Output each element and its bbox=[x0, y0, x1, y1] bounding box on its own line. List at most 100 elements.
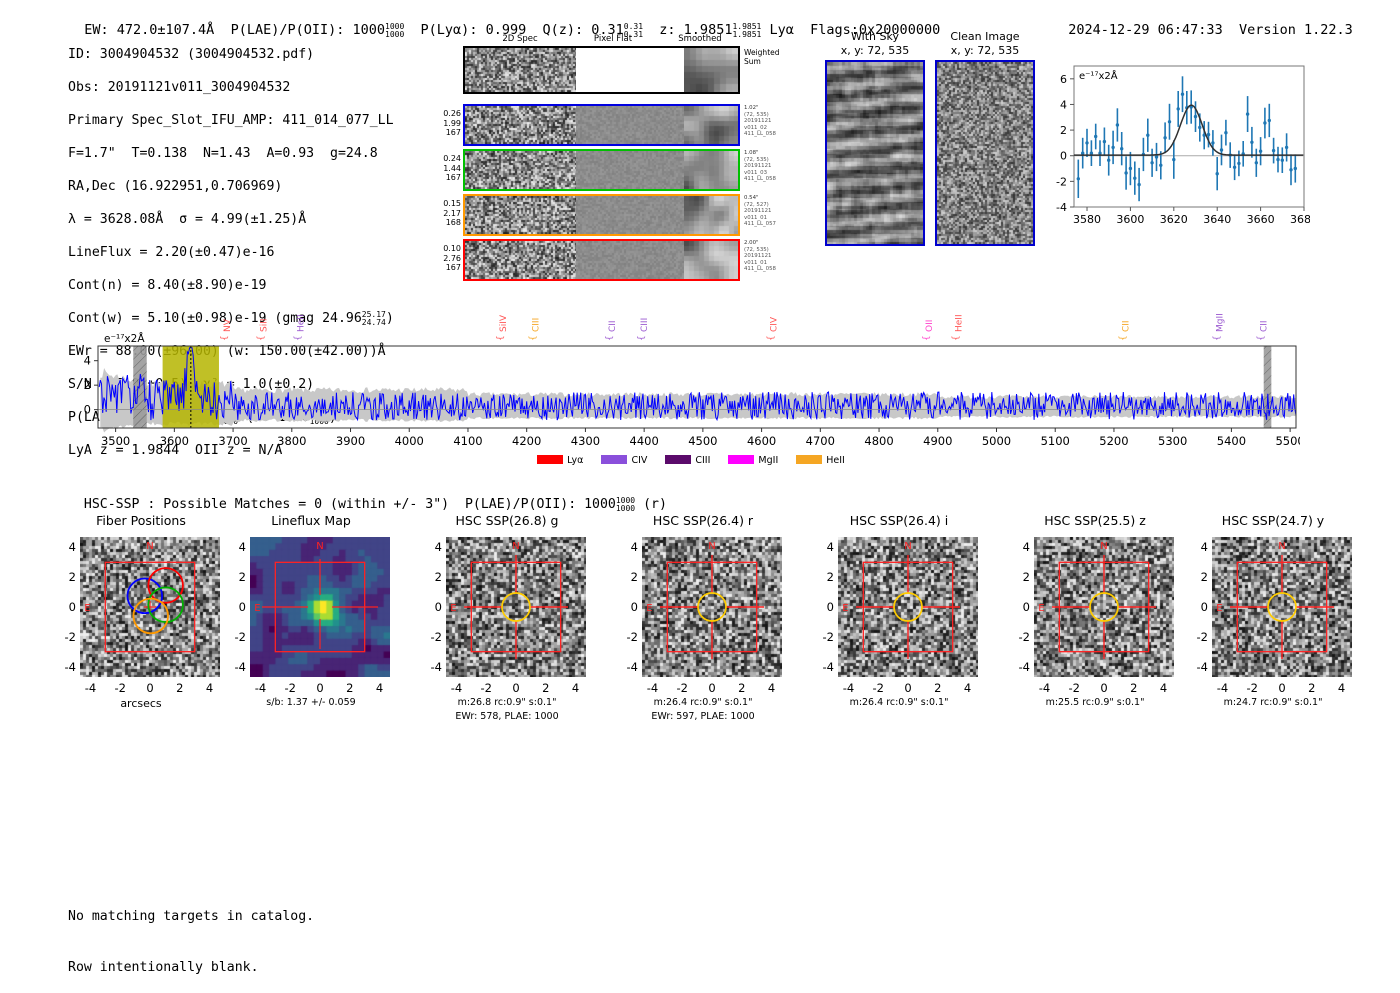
spec2d-smoothed-image bbox=[684, 48, 738, 92]
cutout-x-tick: 4 bbox=[1159, 681, 1168, 695]
cutout-x-tick: -2 bbox=[480, 681, 492, 695]
cutout-y-tick: 2 bbox=[630, 570, 638, 585]
svg-text:0: 0 bbox=[84, 403, 91, 417]
spec2d-image bbox=[465, 196, 576, 234]
cutout-x-tick: -4 bbox=[1038, 681, 1051, 695]
spec2d-col-title-smoothed: Smoothed bbox=[678, 34, 722, 44]
sky-cutout-coords: x, y: 72, 535 bbox=[950, 44, 1020, 57]
cutout-x-tick: 4 bbox=[1337, 681, 1346, 695]
cutout-y-tick: -4 bbox=[430, 659, 442, 674]
spec2d-smoothed-image bbox=[684, 241, 738, 279]
svg-text:4200: 4200 bbox=[512, 434, 541, 448]
cutout-x-tick: 0 bbox=[146, 681, 154, 695]
legend-swatch bbox=[601, 455, 628, 464]
svg-text:3600: 3600 bbox=[1116, 213, 1144, 226]
cutout-x-tick: -4 bbox=[842, 681, 855, 695]
svg-text:4100: 4100 bbox=[453, 434, 482, 448]
spec2d-meta-line: v011_02 bbox=[744, 124, 768, 131]
cutout-caption: s/b: 1.37 +/- 0.059 bbox=[266, 697, 356, 708]
cutout-x-tick: 4 bbox=[767, 681, 776, 695]
source-info-block: ID: 3004904532 (3004904532.pdf) Obs: 201… bbox=[68, 30, 394, 476]
sky-cutout-title: With Sky bbox=[851, 30, 899, 43]
cutout-y-tick: 2 bbox=[68, 570, 76, 585]
header-plae-label: P(LAE)/P(OII): 1000 bbox=[230, 22, 386, 38]
cutout-x-tick: -2 bbox=[676, 681, 688, 695]
info-primary-spec: Primary Spec_Slot_IFU_AMP: 411_014_077_L… bbox=[68, 112, 394, 128]
header-plae-fraction: 1000 1000 bbox=[385, 21, 405, 39]
cutout-title: HSC SSP(24.7) y bbox=[1221, 513, 1325, 528]
svg-text:HeII: HeII bbox=[297, 314, 307, 332]
spec2d-smoothed-image bbox=[684, 106, 738, 144]
sky-cutout-image[interactable] bbox=[825, 60, 925, 246]
cutout-x-tick: 4 bbox=[963, 681, 972, 695]
spec2d-weighted-sum-label: Weighted Sum bbox=[744, 48, 780, 66]
header-ew: EW: 472.0±107.4Å bbox=[84, 22, 215, 38]
cutout-y-tick: 0 bbox=[434, 600, 442, 614]
svg-text:CII: CII bbox=[608, 320, 618, 332]
spec2d-fiber-row[interactable] bbox=[463, 194, 740, 236]
svg-text:4700: 4700 bbox=[806, 434, 835, 448]
svg-text:3900: 3900 bbox=[336, 434, 365, 448]
cutout-x-tick: 2 bbox=[176, 681, 184, 695]
svg-text:{: { bbox=[1119, 335, 1129, 341]
svg-text:4400: 4400 bbox=[630, 434, 659, 448]
cutout-x-tick: 4 bbox=[571, 681, 580, 695]
spec2d-weighted-sum-row bbox=[463, 46, 740, 94]
svg-text:{: { bbox=[1257, 335, 1267, 341]
spec2d-row-value: 167 bbox=[445, 173, 461, 182]
svg-text:CIII: CIII bbox=[640, 318, 650, 332]
svg-text:-2: -2 bbox=[1056, 175, 1067, 188]
legend-label: HeII bbox=[826, 455, 845, 466]
spec2d-row-meta: 1.02" (72, 535) 20191121 v011_02 411_LL_058 bbox=[744, 105, 804, 138]
spec2d-smoothed-image bbox=[684, 196, 738, 234]
spec2d-meta-line: 1.02" bbox=[744, 105, 759, 111]
cutout-x-tick: 2 bbox=[738, 681, 746, 695]
svg-text:N: N bbox=[1278, 541, 1285, 552]
svg-text:5200: 5200 bbox=[1099, 434, 1128, 448]
spec2d-row-value: 0.26 bbox=[443, 109, 461, 118]
spec2d-row-meta: 1.08" (72, 535) 20191121 v011_03 411_LL_058 bbox=[744, 150, 804, 183]
spec2d-row-values: 0.15 2.17 168 bbox=[430, 199, 461, 228]
svg-text:4: 4 bbox=[1060, 98, 1067, 111]
cutout-y-tick: 2 bbox=[434, 570, 442, 585]
hsc-ssp-match-line: HSC-SSP : Possible Matches = 0 (within +… bbox=[68, 482, 667, 513]
spec2d-meta-line: 411_LL_058 bbox=[744, 266, 776, 273]
header-qz: Q(z): 0.31 bbox=[542, 22, 624, 38]
svg-text:3800: 3800 bbox=[277, 434, 306, 448]
cutout-x-tick: -2 bbox=[1068, 681, 1080, 695]
cutout-overlay: NE bbox=[1038, 541, 1156, 659]
info-lambda-sigma: λ = 3628.08Å σ = 4.99(±1.25)Å bbox=[68, 211, 307, 227]
cutout-y-tick: -4 bbox=[626, 659, 638, 674]
svg-text:4500: 4500 bbox=[688, 434, 717, 448]
svg-text:E: E bbox=[646, 603, 652, 614]
cutout-x-tick: 0 bbox=[1100, 681, 1108, 695]
cutout-panel: Fiber Positions N E -4 -2 0 2 4 -4 -2 0 2 4 arcsecs bbox=[62, 513, 242, 713]
spec2d-meta-line: (72, 535) bbox=[744, 156, 769, 163]
spec2d-fiber-row[interactable] bbox=[463, 239, 740, 281]
svg-text:{: { bbox=[766, 335, 776, 341]
spec2d-fiber-row[interactable] bbox=[463, 149, 740, 191]
cutout-panel: HSC SSP(26.4) r N E -4 -2 0 2 4 -4 -2 0 2 4 m:26.4 rc… bbox=[624, 513, 804, 722]
cutout-overlay: NE bbox=[254, 541, 378, 653]
spec2d-meta-line: 1.08" bbox=[744, 150, 759, 156]
header-timestamp-version: 2024-12-29 06:47:33 Version 1.22.3 bbox=[1052, 6, 1353, 38]
cutout-x-tick: 0 bbox=[1278, 681, 1286, 695]
spec2d-fiber-row[interactable] bbox=[463, 104, 740, 146]
info-params: F=1.7" T=0.138 N=1.43 A=0.93 g=24.8 bbox=[68, 145, 378, 161]
svg-text:3580: 3580 bbox=[1073, 213, 1101, 226]
svg-text:3600: 3600 bbox=[160, 434, 189, 448]
sky-cutout-image[interactable] bbox=[935, 60, 1035, 246]
cutout-x-tick: -4 bbox=[450, 681, 463, 695]
cutout-x-tick: -4 bbox=[1216, 681, 1229, 695]
cutout-xlabel: arcsecs bbox=[120, 697, 162, 710]
spec2d-pixelflat-image bbox=[576, 241, 684, 279]
spec2d-row-value: 2.76 bbox=[443, 253, 461, 263]
spec2d-row-value: 1.99 bbox=[443, 118, 461, 128]
